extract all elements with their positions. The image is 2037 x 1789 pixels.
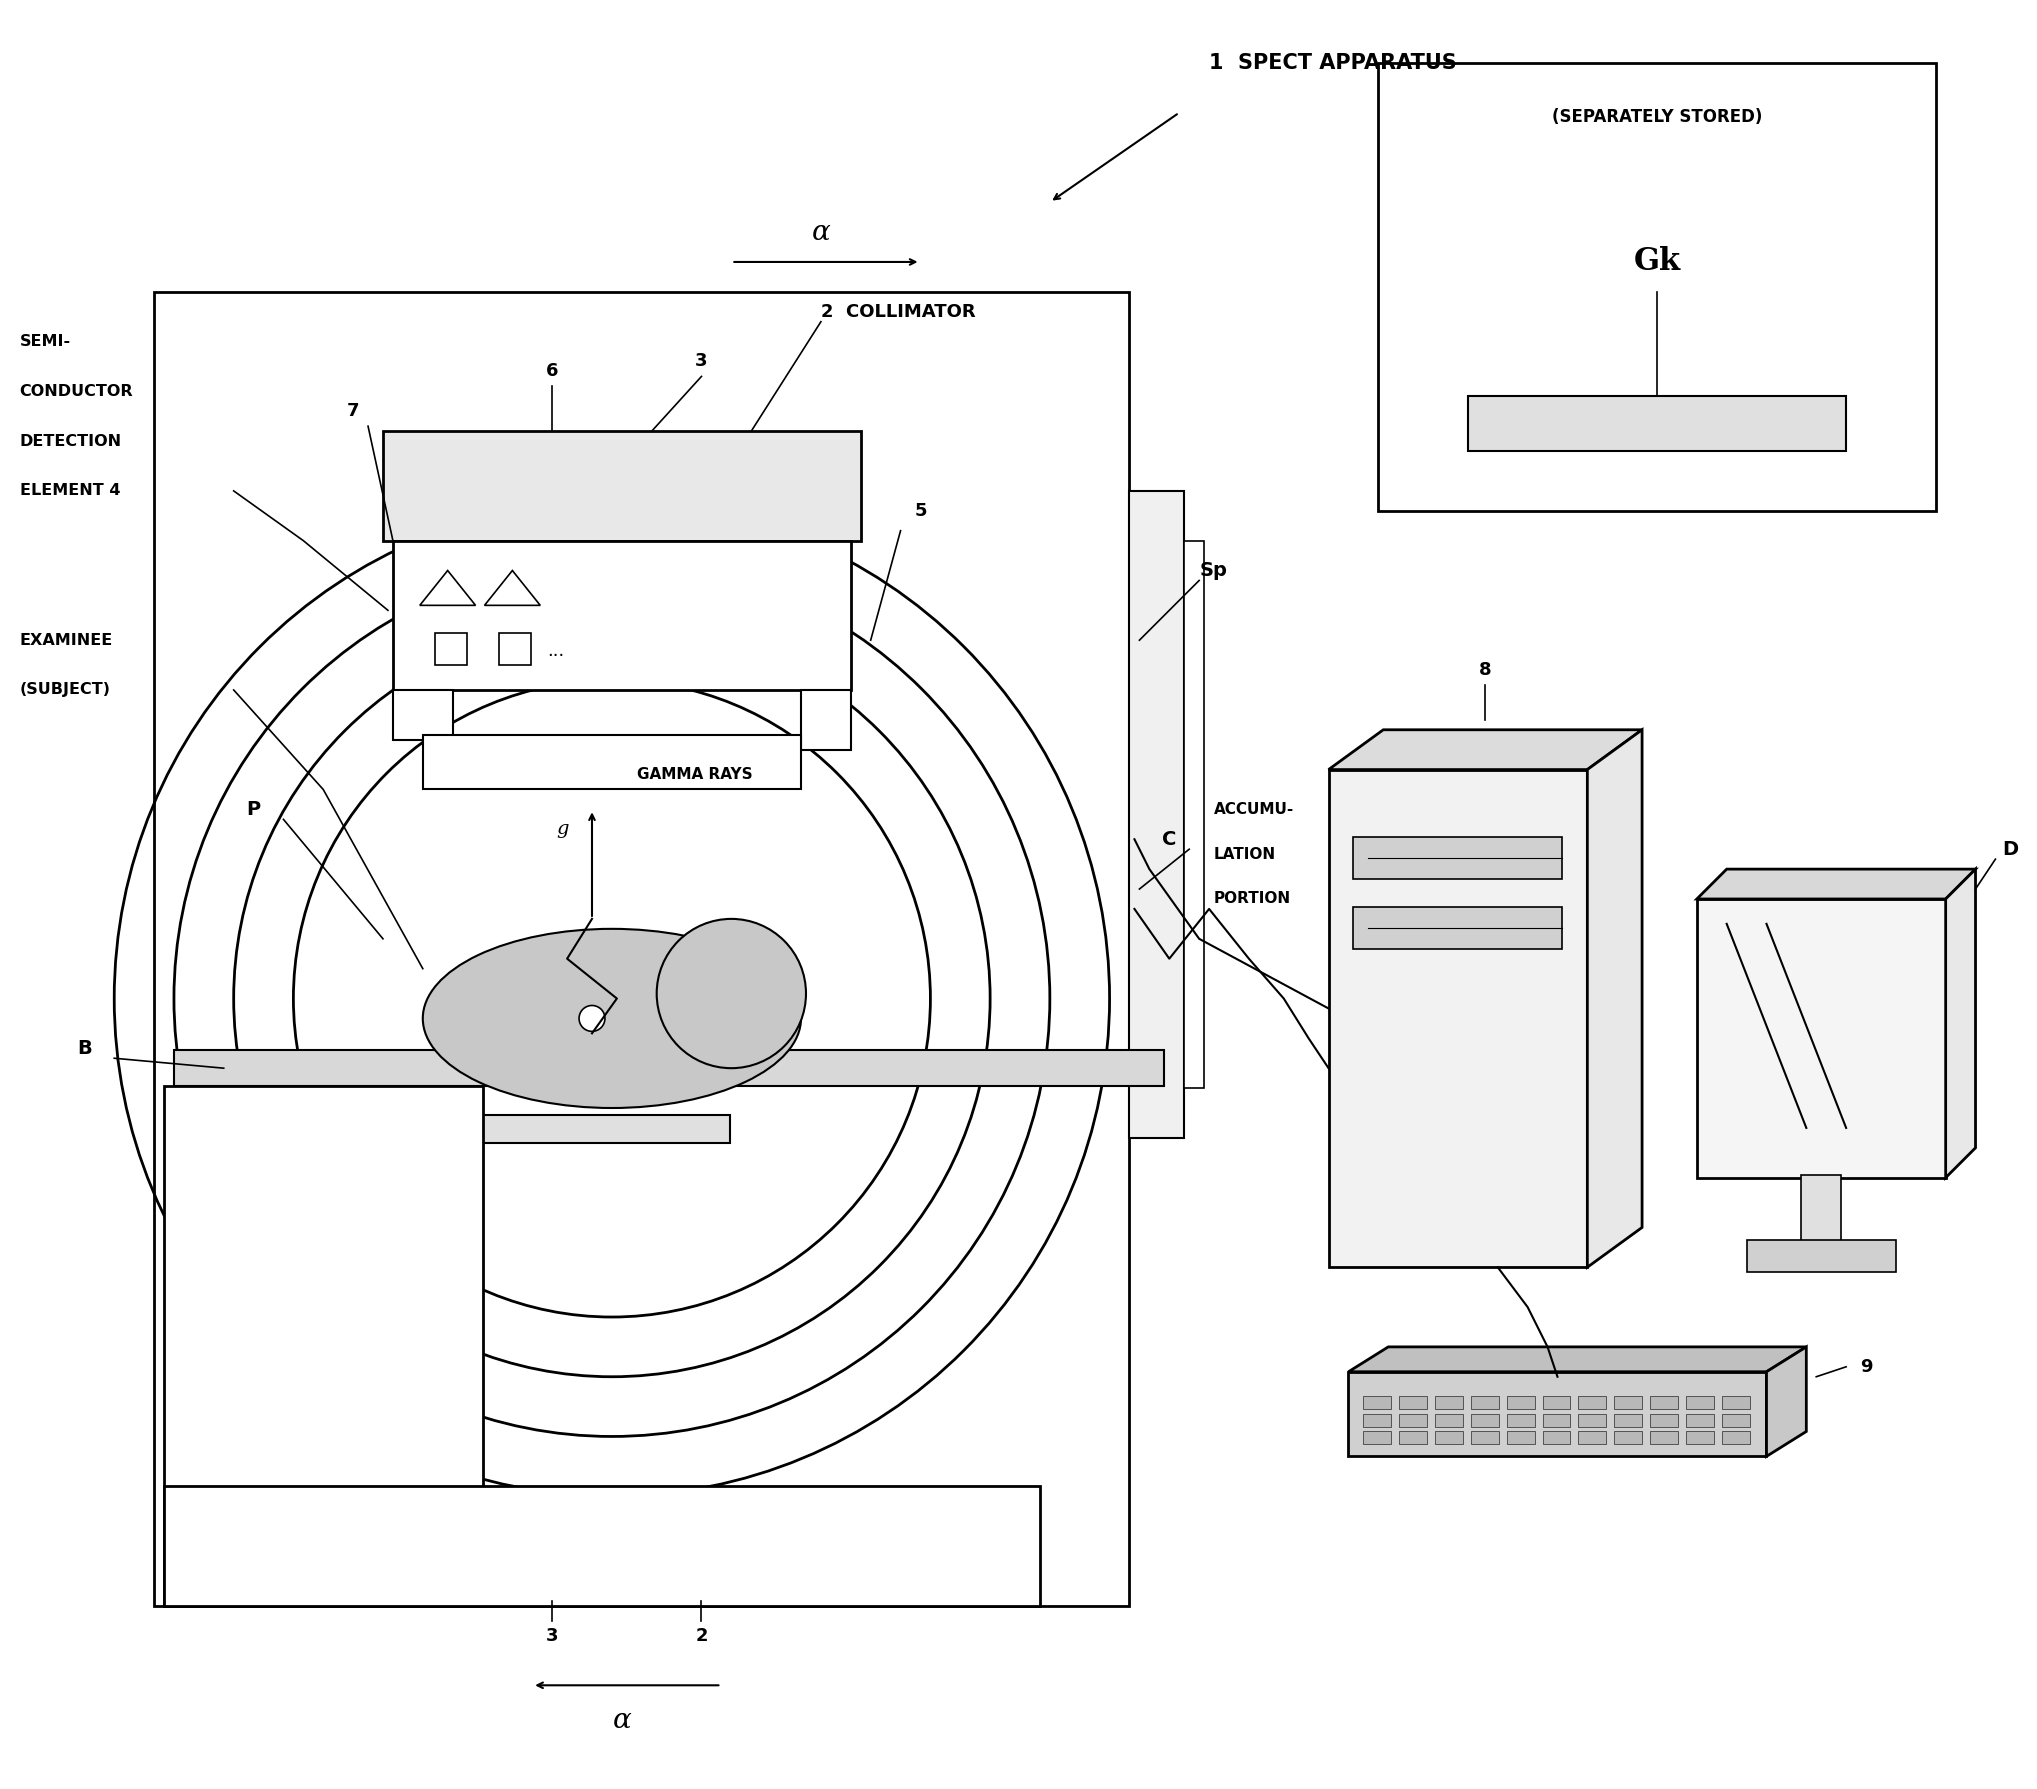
Bar — [1363, 1395, 1391, 1408]
Circle shape — [579, 1005, 605, 1032]
Bar — [1434, 1413, 1463, 1426]
Polygon shape — [1697, 869, 1976, 900]
Text: EXAMINEE: EXAMINEE — [20, 633, 112, 648]
Bar — [173, 1050, 1165, 1086]
Bar — [424, 735, 801, 789]
Bar — [1721, 1395, 1750, 1408]
Text: DETECTION: DETECTION — [20, 433, 122, 449]
Text: 2  COLLIMATOR: 2 COLLIMATOR — [821, 302, 976, 320]
Bar — [1379, 63, 1935, 512]
Circle shape — [656, 920, 807, 1068]
Bar — [1363, 1413, 1391, 1426]
Bar — [383, 431, 862, 540]
Polygon shape — [1587, 730, 1642, 1267]
Text: 3: 3 — [695, 352, 707, 370]
Bar — [1434, 1431, 1463, 1444]
Bar — [499, 633, 532, 666]
Bar — [1399, 1413, 1428, 1426]
Bar — [1363, 1431, 1391, 1444]
Bar — [1507, 1413, 1534, 1426]
Polygon shape — [1945, 869, 1976, 1177]
Text: Gk: Gk — [1634, 247, 1681, 277]
Bar — [1353, 837, 1562, 878]
Bar — [165, 1086, 483, 1607]
Text: 1  SPECT APPARATUS: 1 SPECT APPARATUS — [1210, 54, 1456, 73]
Bar — [1542, 1413, 1571, 1426]
Text: SEMI-: SEMI- — [20, 335, 71, 349]
Polygon shape — [1328, 730, 1642, 769]
Bar — [1399, 1395, 1428, 1408]
Text: ...: ... — [548, 642, 564, 660]
Text: α: α — [613, 1707, 631, 1734]
Bar — [1579, 1395, 1607, 1408]
Bar — [393, 540, 851, 691]
Text: 8: 8 — [1479, 662, 1491, 680]
Text: D: D — [2002, 839, 2019, 859]
Text: C: C — [1161, 830, 1177, 848]
Bar — [1471, 1395, 1499, 1408]
Bar — [1687, 1413, 1713, 1426]
Bar — [1721, 1413, 1750, 1426]
Polygon shape — [1348, 1347, 1807, 1372]
Text: 9: 9 — [1860, 1358, 1872, 1376]
Text: P: P — [246, 800, 261, 819]
Text: 2: 2 — [695, 1626, 707, 1644]
Bar — [165, 1487, 1041, 1607]
Bar — [194, 1115, 731, 1143]
Text: LATION: LATION — [1214, 846, 1277, 862]
Bar — [801, 691, 851, 750]
Bar — [1801, 1175, 1841, 1242]
Bar — [1434, 1395, 1463, 1408]
Bar — [1399, 1431, 1428, 1444]
Bar — [1650, 1413, 1678, 1426]
Text: 6: 6 — [546, 363, 558, 381]
Text: 3: 3 — [546, 1626, 558, 1644]
Text: B: B — [77, 1039, 92, 1057]
Bar — [1471, 1413, 1499, 1426]
Bar — [155, 292, 1128, 1607]
Bar — [1687, 1395, 1713, 1408]
Bar — [1183, 540, 1204, 1088]
Text: (SUBJECT): (SUBJECT) — [20, 682, 110, 698]
Bar — [393, 691, 452, 739]
Bar — [1328, 769, 1587, 1267]
Bar — [1128, 490, 1183, 1138]
Bar — [1746, 1240, 1896, 1272]
Bar — [1721, 1431, 1750, 1444]
Text: 7: 7 — [346, 403, 359, 420]
Text: α: α — [811, 218, 831, 245]
Text: PORTION: PORTION — [1214, 891, 1291, 907]
Polygon shape — [1766, 1347, 1807, 1456]
Bar — [1613, 1431, 1642, 1444]
Bar — [1579, 1431, 1607, 1444]
Bar — [1542, 1395, 1571, 1408]
Text: (SEPARATELY STORED): (SEPARATELY STORED) — [1552, 107, 1762, 125]
Bar — [1507, 1431, 1534, 1444]
Text: GAMMA RAYS: GAMMA RAYS — [638, 767, 752, 782]
Bar — [1650, 1395, 1678, 1408]
Text: 5: 5 — [915, 501, 927, 521]
Bar — [1469, 397, 1846, 451]
Bar — [1542, 1431, 1571, 1444]
Bar — [1471, 1431, 1499, 1444]
Bar — [1650, 1431, 1678, 1444]
Bar — [1613, 1413, 1642, 1426]
Bar — [1687, 1431, 1713, 1444]
Bar — [1348, 1372, 1766, 1456]
Ellipse shape — [424, 928, 801, 1107]
Text: CONDUCTOR: CONDUCTOR — [20, 385, 132, 399]
Bar — [1353, 907, 1562, 948]
Text: g: g — [556, 821, 568, 839]
Bar — [1507, 1395, 1534, 1408]
Bar — [434, 633, 466, 666]
Bar — [1613, 1395, 1642, 1408]
Bar — [1579, 1413, 1607, 1426]
Text: ELEMENT 4: ELEMENT 4 — [20, 483, 120, 499]
Text: ACCUMU-: ACCUMU- — [1214, 801, 1293, 818]
Bar — [1697, 900, 1945, 1177]
Text: Sp: Sp — [1200, 562, 1226, 580]
